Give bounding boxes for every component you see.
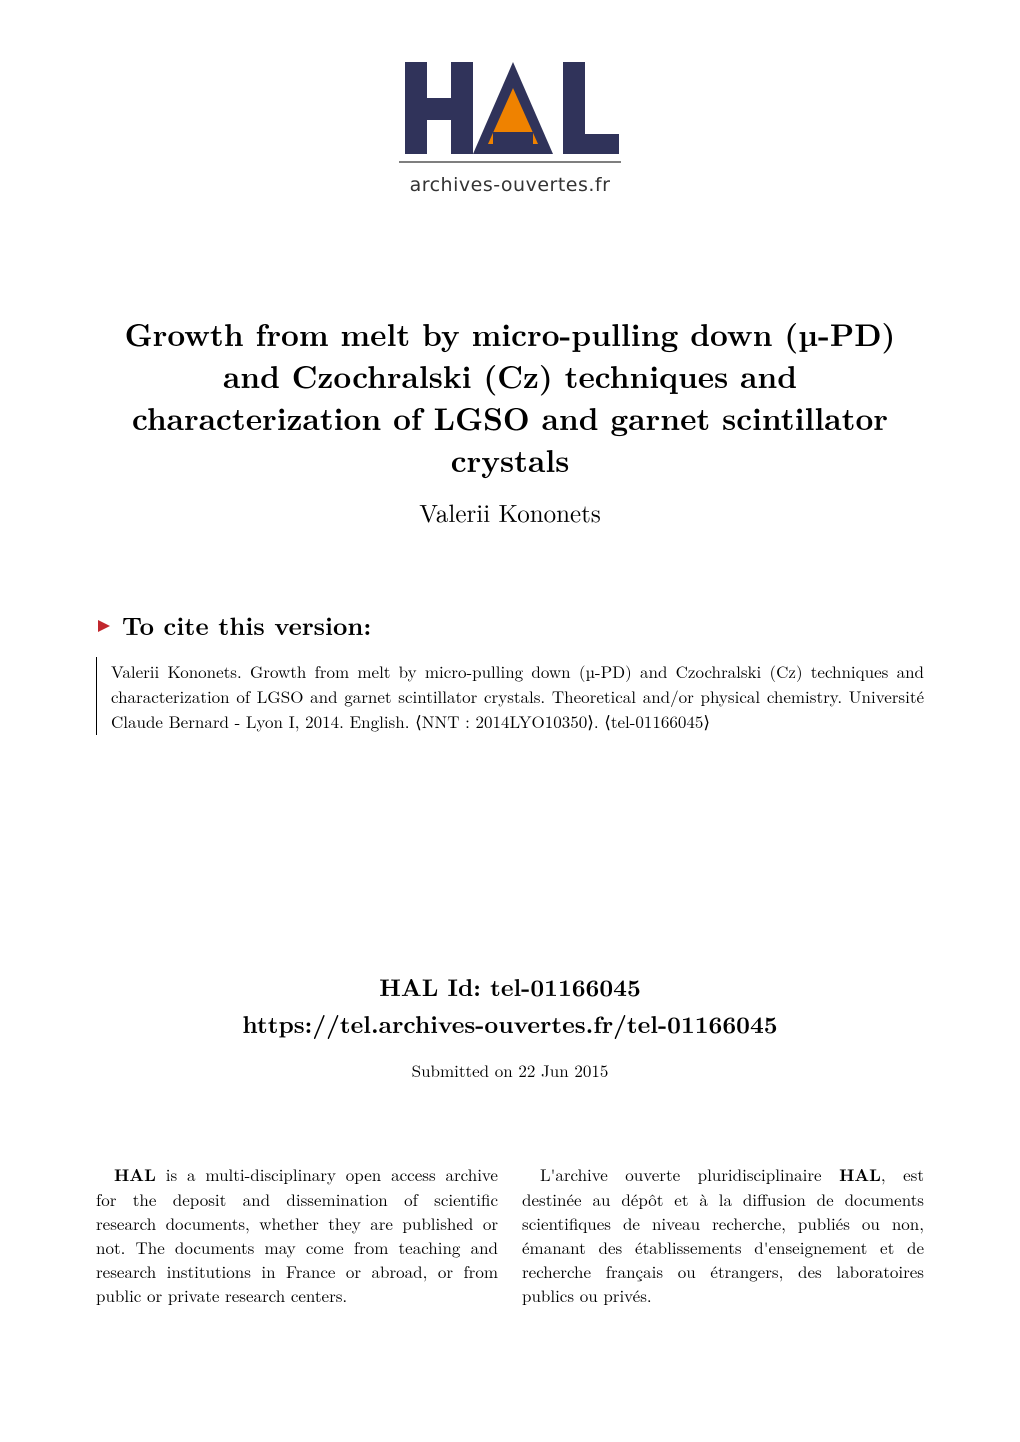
description-columns: HAL is a multi-disciplinary open access … xyxy=(96,1162,924,1308)
hal-submitted-date: Submitted on 22 Jun 2015 xyxy=(96,1058,924,1082)
page-root: archives-ouvertes.fr Growth from melt by… xyxy=(0,0,1020,1442)
cite-body: Valerii Kononets. Growth from melt by mi… xyxy=(96,657,924,735)
description-left-text: is a multi-disciplinary open access arch… xyxy=(96,1162,498,1308)
cite-heading-row: To cite this version: xyxy=(96,608,924,643)
hal-id: HAL Id: tel-01166045 xyxy=(96,969,924,1006)
hal-logo-block: archives-ouvertes.fr xyxy=(96,44,924,196)
logo-subtext: archives-ouvertes.fr xyxy=(410,174,611,196)
hal-id-block: HAL Id: tel-01166045 https://tel.archive… xyxy=(96,969,924,1081)
description-right-bold: HAL xyxy=(839,1163,881,1187)
description-left-bold: HAL xyxy=(114,1163,156,1187)
description-left: HAL is a multi-disciplinary open access … xyxy=(96,1162,498,1308)
title-block: Growth from melt by micro-pulling down (… xyxy=(96,314,924,530)
cite-heading: To cite this version: xyxy=(122,608,371,643)
hal-logo-icon xyxy=(395,44,625,176)
document-title: Growth from melt by micro-pulling down (… xyxy=(96,314,924,481)
description-right: L'archive ouverte pluridisciplinaire HAL… xyxy=(522,1162,924,1308)
hal-url[interactable]: https://tel.archives-ouvertes.fr/tel-011… xyxy=(96,1006,924,1043)
document-author: Valerii Kononets xyxy=(96,495,924,530)
cite-block: To cite this version: Valerii Kononets. … xyxy=(96,608,924,735)
cite-marker-icon xyxy=(96,618,112,634)
description-right-pre: L'archive ouverte pluridisciplinaire xyxy=(540,1162,839,1186)
